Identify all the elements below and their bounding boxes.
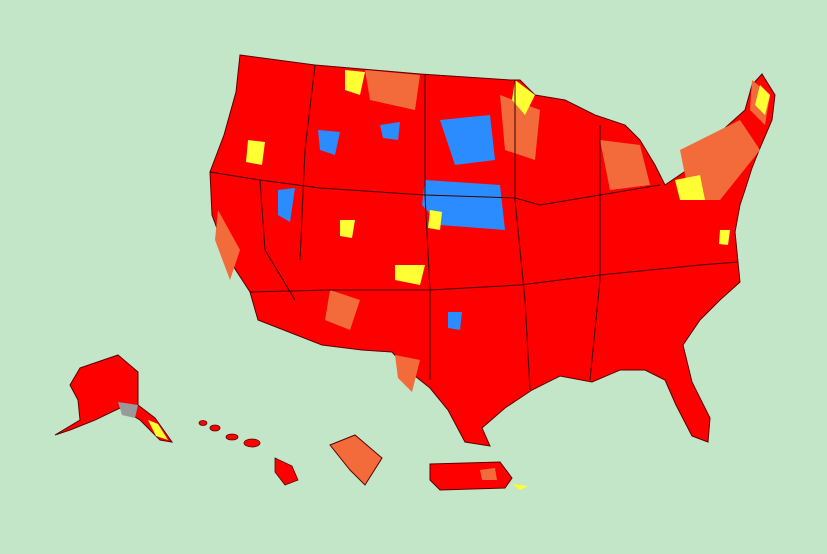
county-patch [500, 95, 540, 160]
county-patch [215, 210, 240, 280]
dc-inset [329, 434, 383, 486]
island [198, 420, 208, 426]
county-patch [512, 80, 535, 115]
county-patch [246, 140, 265, 165]
border [249, 261, 739, 293]
county-patch [278, 188, 295, 222]
county-patch [440, 115, 495, 165]
border [424, 74, 431, 380]
alaska-yellow [148, 420, 168, 440]
yellow-counties [246, 70, 770, 285]
pr-island [512, 484, 528, 490]
county-patch [365, 70, 420, 110]
pr-patch [480, 468, 497, 480]
county-patch [422, 180, 505, 230]
island [243, 438, 261, 448]
county-patch [395, 355, 420, 392]
county-patch [345, 70, 365, 95]
border [514, 80, 531, 391]
county-patch [380, 122, 400, 140]
county-patch [318, 130, 340, 155]
island [225, 433, 239, 441]
county-patch [448, 312, 462, 330]
border [209, 171, 661, 206]
county-patch [325, 290, 360, 330]
county-patch [395, 265, 425, 285]
county-patch [755, 85, 770, 115]
blue-counties [278, 115, 505, 330]
state-borders [209, 64, 739, 391]
border [259, 179, 296, 301]
puerto-rico [429, 461, 513, 491]
alaska-gray [118, 402, 138, 418]
county-patch [719, 230, 730, 245]
county-patch [428, 210, 442, 230]
border [589, 125, 601, 381]
island [209, 424, 221, 432]
island [274, 457, 299, 486]
hawaii [198, 420, 299, 486]
border [299, 64, 316, 261]
county-patch [600, 140, 650, 190]
county-patch [340, 220, 355, 238]
county-patch [675, 175, 705, 200]
